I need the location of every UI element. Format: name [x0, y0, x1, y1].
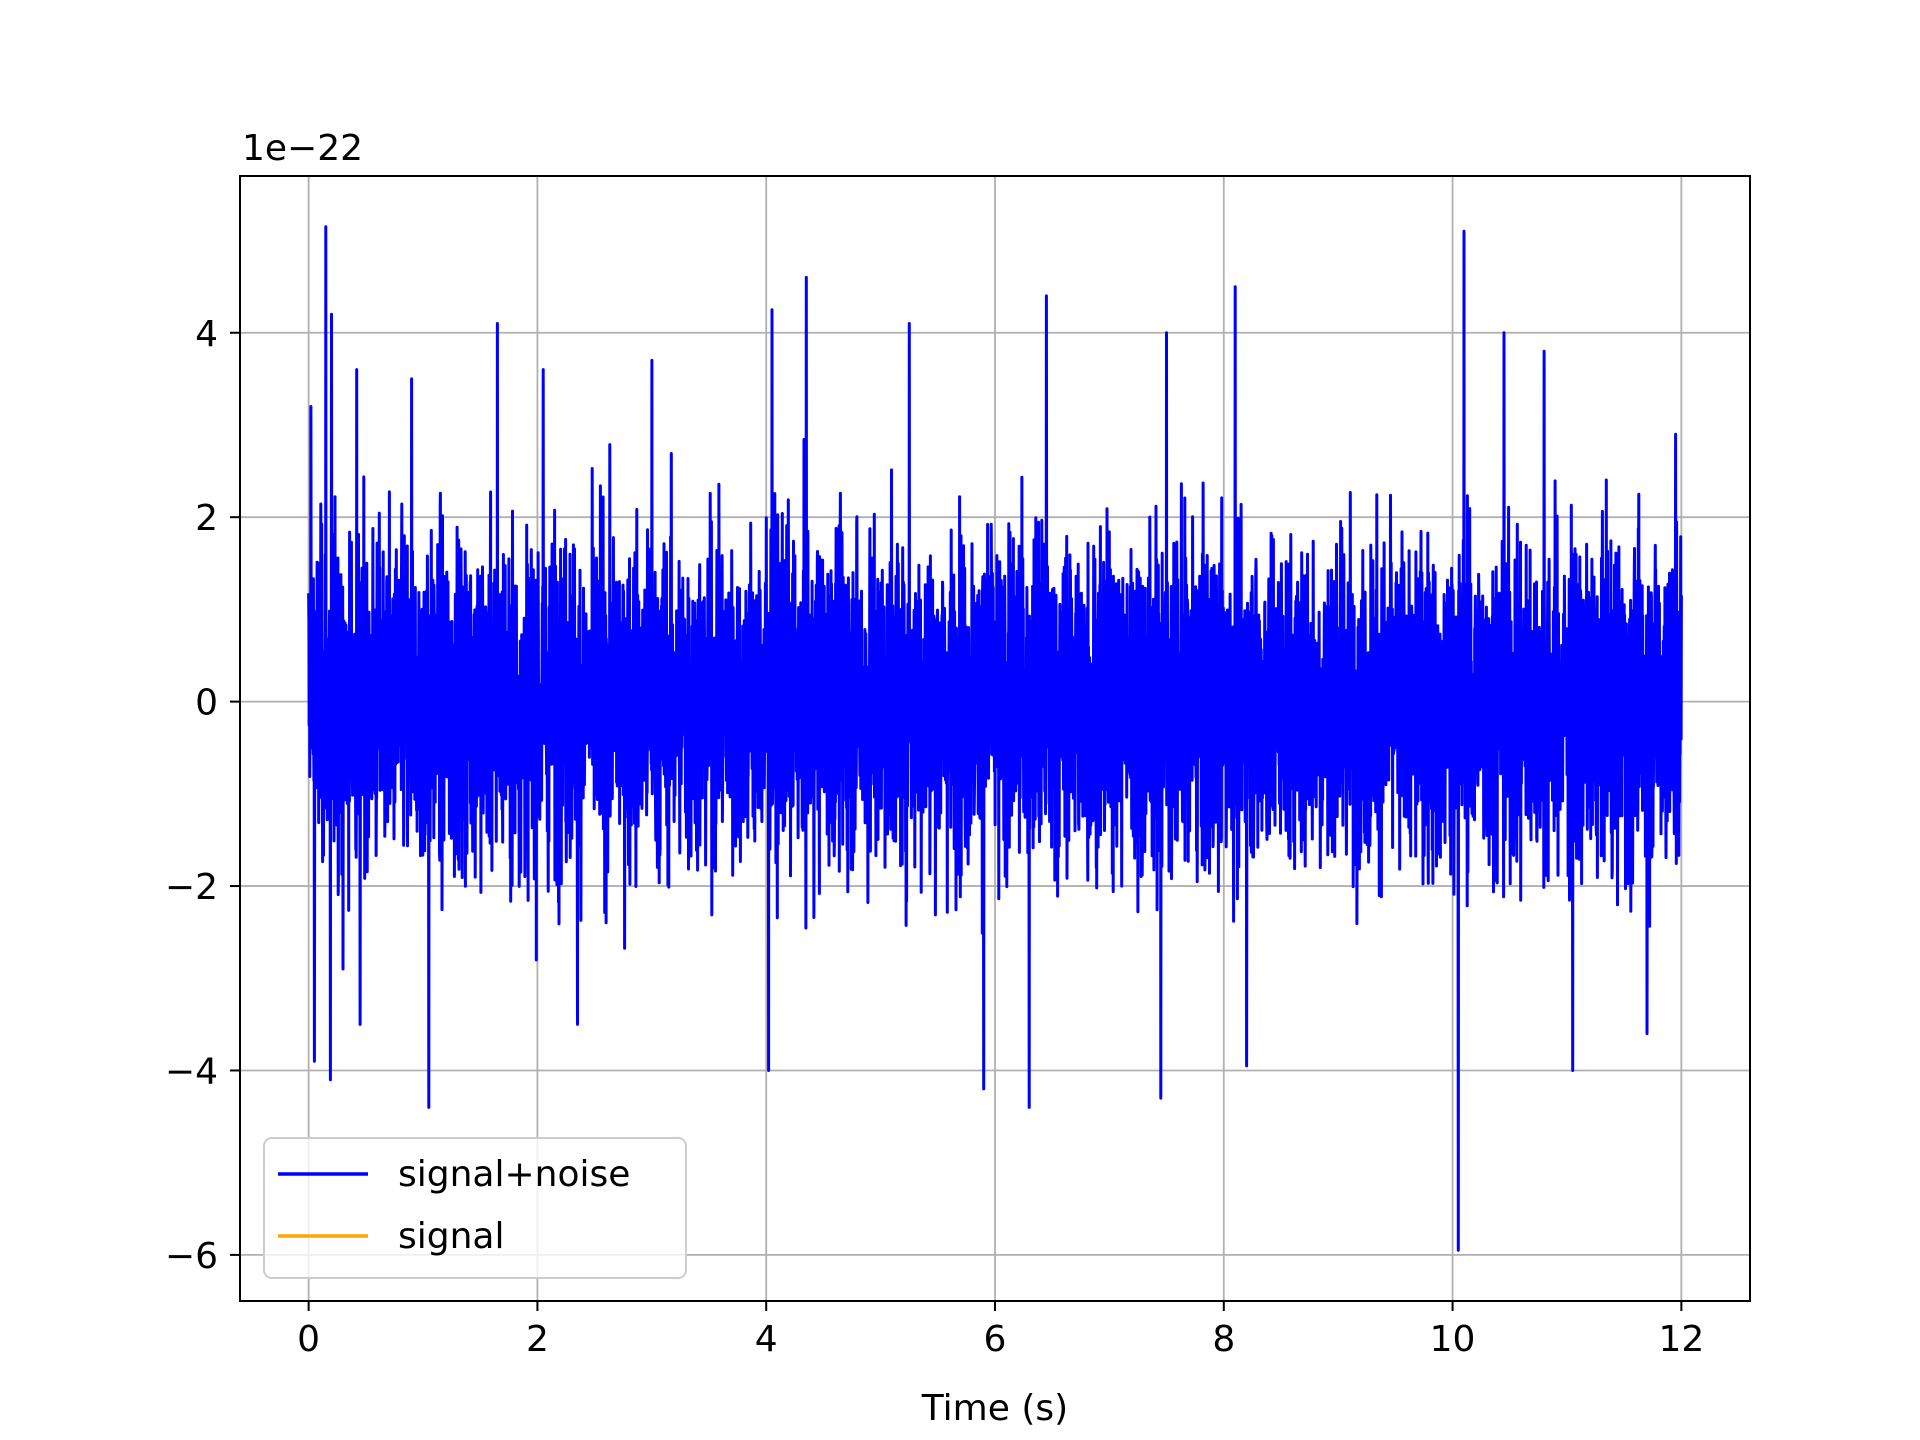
legend-label-signal-noise: signal+noise	[398, 1154, 630, 1195]
x-tick-label: 6	[984, 1319, 1007, 1360]
y-tick-label: 2	[195, 498, 218, 539]
y-offset-label: 1e−22	[242, 128, 363, 169]
x-tick-label: 0	[297, 1319, 320, 1360]
x-tick-label: 12	[1658, 1319, 1704, 1360]
y-tick-label: 4	[195, 314, 218, 355]
x-ticks: 0 2 4 6 8 10 12	[297, 1301, 1704, 1360]
x-tick-label: 8	[1212, 1319, 1235, 1360]
legend-box	[263, 1137, 687, 1279]
y-ticks: −6 −4 −2 0 2 4	[165, 314, 240, 1277]
x-tick-label: 2	[526, 1319, 549, 1360]
x-tick-label: 4	[755, 1319, 778, 1360]
series-layer	[307, 225, 1683, 1252]
x-axis-label: Time (s)	[921, 1388, 1068, 1429]
y-tick-label: 0	[195, 683, 218, 724]
legend-label-signal: signal	[398, 1216, 505, 1257]
y-tick-label: −4	[165, 1051, 218, 1092]
y-tick-label: −2	[165, 867, 218, 908]
series-signal-noise-line	[307, 225, 1683, 1252]
y-tick-label: −6	[165, 1236, 218, 1277]
legend: signal+noise signal	[263, 1137, 687, 1279]
x-tick-label: 10	[1430, 1319, 1476, 1360]
